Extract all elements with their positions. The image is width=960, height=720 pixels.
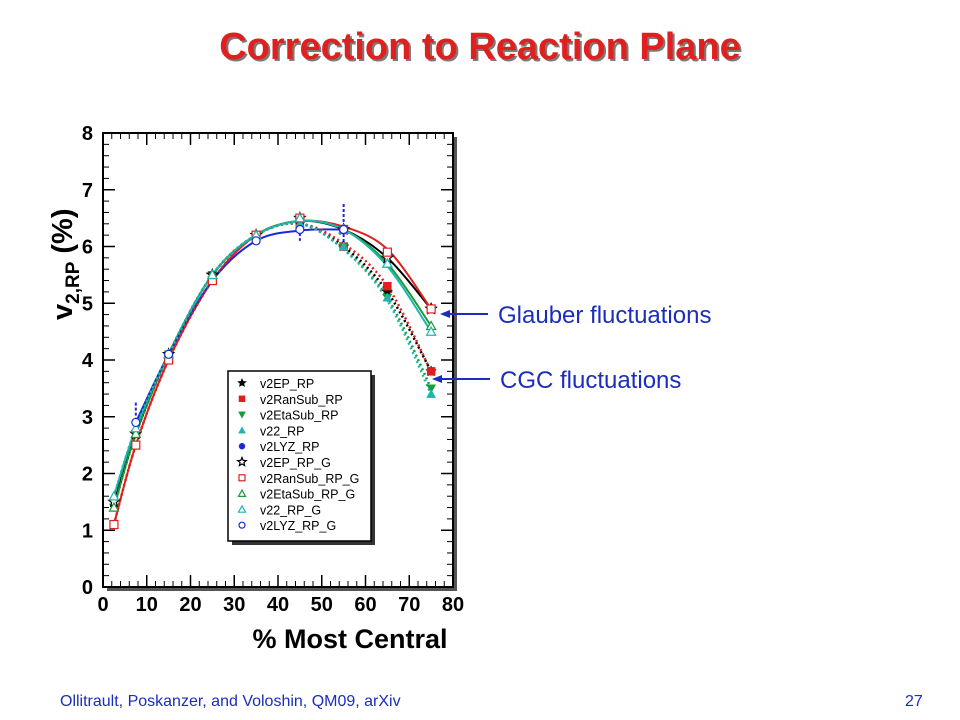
x-tick-label: 60 xyxy=(354,594,376,616)
legend-label: v2EP_RP_G xyxy=(260,456,331,470)
fit-curve-dotted xyxy=(112,221,433,508)
y-tick-label: 8 xyxy=(82,123,93,145)
axis-labels: % Most Central v2,RP (%) xyxy=(47,209,448,655)
legend-label: v22_RP_G xyxy=(260,503,321,517)
data-point-v22-rp xyxy=(382,292,393,302)
x-tick-label: 0 xyxy=(97,594,108,616)
data-point-v22-rp-g xyxy=(108,490,120,501)
legend-label: v22_RP xyxy=(260,424,304,438)
x-tick-label: 80 xyxy=(442,594,464,616)
data-point-v2ransub-rp xyxy=(383,281,392,291)
y-tick-label: 3 xyxy=(82,407,93,429)
data-point-v2etasub-rp xyxy=(426,384,437,394)
data-point-v2ransub-rp xyxy=(426,367,436,376)
data-point-v22-rp-g xyxy=(130,422,142,433)
y-axis-label-text: v2,RP (%) xyxy=(47,209,84,321)
y-axis-label-unit: (%) xyxy=(47,209,79,254)
y-tick-label: 5 xyxy=(82,293,93,315)
slide-title: Correction to Reaction Plane xyxy=(219,26,741,68)
y-tick-label: 1 xyxy=(82,520,93,542)
y-tick-label: 2 xyxy=(82,464,93,486)
legend-label: v2LYZ_RP_G xyxy=(260,519,336,533)
x-tick-label: 30 xyxy=(223,594,245,616)
callout-arrows xyxy=(432,310,490,383)
legend-marker-v2ransub-rp-g xyxy=(238,474,246,482)
data-point-v22-rp-g xyxy=(425,325,437,336)
y-axis-label-main: v xyxy=(47,304,79,320)
legend-marker-v2ep-rp xyxy=(237,377,247,388)
legend-label: v2EtaSub_RP_G xyxy=(260,488,355,502)
data-point-v22-rp-g xyxy=(206,269,218,280)
legend-label: v2EP_RP xyxy=(260,377,314,391)
legend-box xyxy=(227,370,372,542)
citation-footer: Ollitrault, Poskanzer, and Voloshin, QM0… xyxy=(60,693,401,710)
legend-marker-v2lyz-rp xyxy=(238,442,246,450)
data-points xyxy=(107,211,438,530)
cgc-callout: CGC fluctuations xyxy=(500,367,682,394)
legend-marker-v2ep-rp-g xyxy=(236,455,248,467)
glauber-arrow-head xyxy=(440,310,450,318)
data-point-v2etasub-rp-g xyxy=(108,501,120,512)
y-tick-label: 6 xyxy=(82,237,93,259)
data-point-v2lyz-rp-g xyxy=(164,349,174,359)
legend-label: v2LYZ_RP xyxy=(260,440,320,454)
page-number: 27 xyxy=(905,693,923,710)
glauber-callout: Glauber fluctuations xyxy=(498,302,712,329)
legend-label: v2RanSub_RP xyxy=(260,393,343,407)
data-point-v2lyz-rp-g xyxy=(295,224,305,235)
y-axis-label: v2,RP (%) xyxy=(47,209,84,321)
legend-marker-v22-rp xyxy=(238,426,246,434)
x-tick-label: 40 xyxy=(267,594,289,616)
data-point-v2lyz-rp-g xyxy=(339,224,349,235)
legend-label: v2EtaSub_RP xyxy=(260,409,339,423)
legend-marker-v22-rp-g xyxy=(237,504,247,513)
data-point-v22-rp xyxy=(426,389,437,398)
x-tick-label: 70 xyxy=(398,594,420,616)
data-point-v2ransub-rp-g xyxy=(109,519,119,530)
fit-curve-dotted xyxy=(112,222,433,503)
data-point-v22-rp-g xyxy=(381,257,393,268)
data-point-v22-rp xyxy=(338,241,349,251)
data-point-v2etasub-rp-g xyxy=(130,428,142,438)
legend-marker-v2ransub-rp xyxy=(238,395,246,403)
y-axis-label-subscript: 2,RP xyxy=(63,261,84,304)
y-tick-label: 7 xyxy=(82,180,93,202)
data-point-v2lyz-rp-g xyxy=(131,417,141,428)
y-tick-label: 0 xyxy=(82,577,93,599)
legend-marker-v2etasub-rp-g xyxy=(237,488,247,497)
x-tick-label: 10 xyxy=(136,594,158,616)
data-point-v22-rp-g xyxy=(294,212,306,223)
x-tick-label: 20 xyxy=(179,594,201,616)
legend-label: v2RanSub_RP_G xyxy=(260,472,359,486)
data-point-v2ransub-rp-g xyxy=(382,247,392,257)
data-point-v2lyz-rp-g xyxy=(251,236,261,246)
data-point-v2ransub-rp-g xyxy=(426,304,436,314)
x-tick-label: 50 xyxy=(311,594,333,616)
legend-marker-v2lyz-rp-g xyxy=(238,521,246,529)
data-point-v2ransub-rp-g xyxy=(131,440,141,450)
legend-marker-v2etasub-rp xyxy=(238,411,246,419)
x-axis-label: % Most Central xyxy=(252,624,447,654)
cgc-arrow-head xyxy=(432,375,442,383)
y-tick-label: 4 xyxy=(82,350,94,372)
